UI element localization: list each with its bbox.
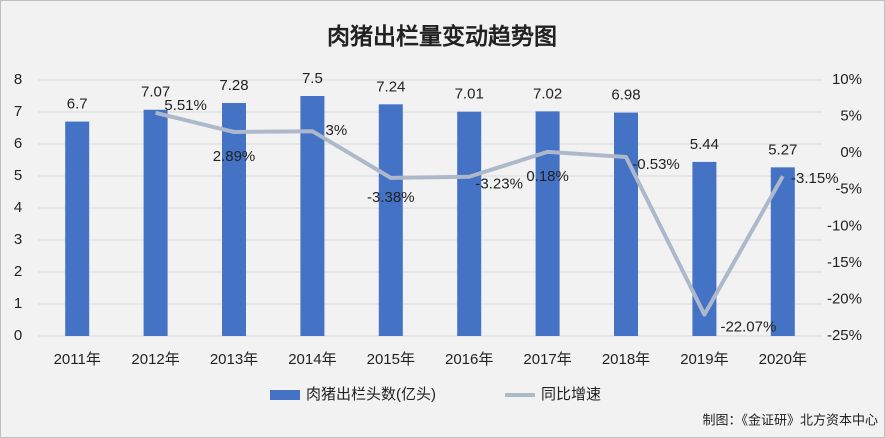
bar-value-label: 7.24 <box>376 78 405 95</box>
x-tick-label: 2018年 <box>602 351 650 368</box>
source-note: 制图：《金证研》北方资本中心 <box>702 412 878 427</box>
y-tick-label: 8 <box>14 71 22 88</box>
y2-tick-label: 0% <box>840 144 862 161</box>
bar <box>770 167 795 336</box>
bar <box>692 161 717 336</box>
line <box>155 110 785 317</box>
x-tick-label: 2015年 <box>367 351 415 368</box>
line-value-label: 2.89% <box>213 148 256 165</box>
x-tick-label: 2011年 <box>54 351 101 368</box>
x-tick-label: 2016年 <box>445 351 493 368</box>
bar-value-label: 5.27 <box>768 141 797 158</box>
bar <box>614 112 638 336</box>
line-value-label: 3% <box>326 122 348 139</box>
y-tick-label: 1 <box>14 295 22 312</box>
bar-value-label: 7.02 <box>533 85 562 102</box>
line-value-label: -3.15% <box>791 170 839 187</box>
y-tick-label: 5 <box>14 167 22 184</box>
x-tick-label: 2020年 <box>759 351 807 368</box>
line-value-label: -3.38% <box>367 189 415 206</box>
bar-value-label: 6.7 <box>67 96 88 113</box>
bar-value-label: 5.44 <box>690 136 719 153</box>
y2-tick-label: -25% <box>827 327 862 344</box>
bar <box>143 109 168 336</box>
bar-value-label: 7.28 <box>219 77 248 94</box>
y-tick-label: 7 <box>14 103 22 120</box>
x-tick-label: 2013年 <box>210 351 258 368</box>
y2-tick-label: 10% <box>832 71 862 88</box>
y2-tick-label: -15% <box>827 254 862 271</box>
x-tick-label: 2012年 <box>131 351 179 368</box>
y-tick-label: 3 <box>14 231 22 248</box>
y2-tick-label: -5% <box>835 181 862 198</box>
legend-label: 同比增速 <box>541 386 601 403</box>
bar-value-label: 6.98 <box>611 87 640 104</box>
x-tick-label: 2017年 <box>523 351 571 368</box>
line-value-label: 5.51% <box>164 97 207 114</box>
y-tick-label: 4 <box>14 199 22 216</box>
bar <box>222 103 246 336</box>
y2-tick-label: -10% <box>827 217 862 234</box>
y2-tick-label: -20% <box>827 290 862 307</box>
legend-label: 肉猪出栏头数(亿头) <box>306 386 436 403</box>
bar-value-label: 7.01 <box>455 86 484 103</box>
bar-value-label: 7.5 <box>302 70 323 87</box>
bar <box>535 111 560 336</box>
bar <box>457 111 482 337</box>
bar <box>378 104 403 336</box>
x-tick-label: 2019年 <box>680 351 728 368</box>
bar <box>65 121 90 336</box>
bar-value-label: 7.07 <box>141 84 170 101</box>
chart-title: 肉猪出栏量变动趋势图 <box>327 23 557 49</box>
y-tick-label: 0 <box>14 327 22 344</box>
legend-swatch <box>270 390 300 400</box>
line-value-label: -22.07% <box>720 319 776 336</box>
y2-tick-label: 5% <box>840 108 862 125</box>
line-value-label: -3.23% <box>475 176 523 193</box>
line-value-label: 0.18% <box>526 168 569 185</box>
y-tick-label: 2 <box>14 263 22 280</box>
x-tick-label: 2014年 <box>288 351 336 368</box>
y-tick-label: 6 <box>14 135 22 152</box>
line-value-label: -0.53% <box>632 156 680 173</box>
